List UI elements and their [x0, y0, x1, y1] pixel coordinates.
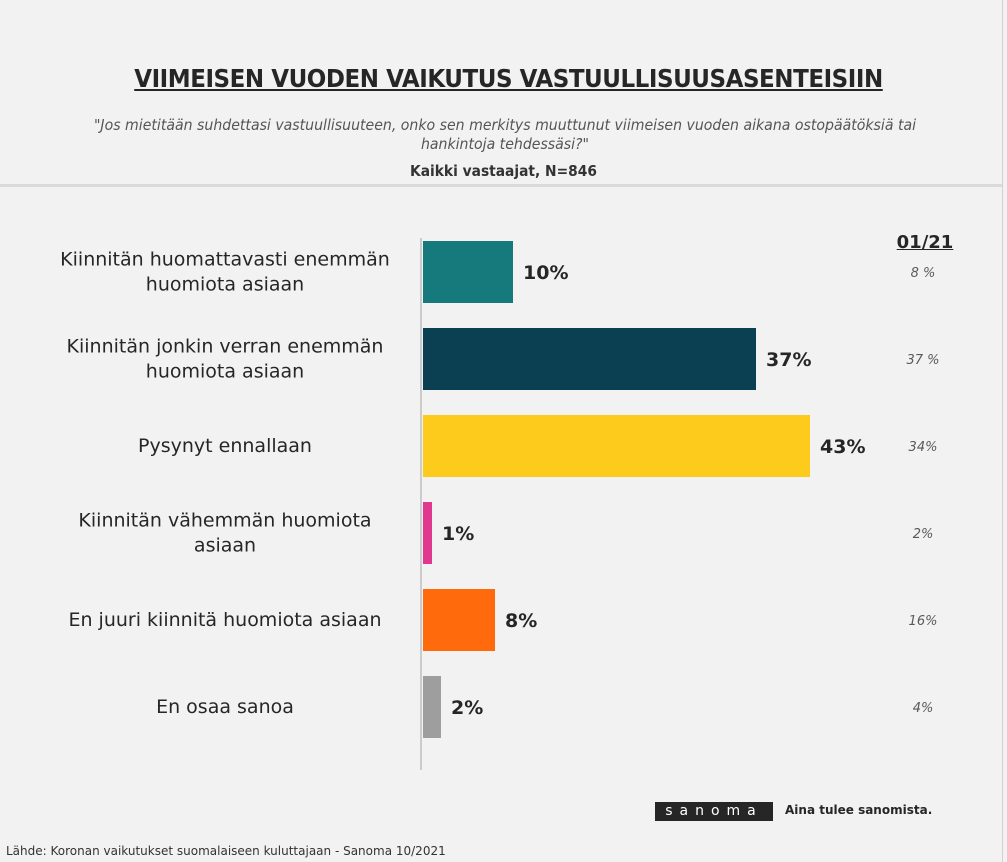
survey-question: "Jos mietitään suhdettasi vastuullisuute…	[93, 116, 917, 153]
category-label-6: En osaa sanoa	[156, 696, 294, 718]
header-divider	[0, 184, 1002, 187]
category-label-3: Pysynyt ennallaan	[138, 435, 312, 457]
data-label-3: 43%	[820, 436, 865, 458]
data-label-1: 10%	[523, 262, 568, 284]
right-border	[1002, 0, 1003, 862]
bar-4	[423, 502, 432, 564]
category-label-5: En juuri kiinnitä huomiota asiaan	[68, 609, 381, 631]
chart-title: VIIMEISEN VUODEN VAIKUTUS VASTUULLISUUSA…	[134, 64, 883, 93]
sanoma-logo: sanoma	[655, 802, 773, 821]
category-label-4: asiaan	[194, 535, 256, 557]
data-label-2: 37%	[766, 349, 811, 371]
bar-1	[423, 241, 513, 303]
comparison-value-6: 4%	[913, 701, 934, 716]
comparison-value-3: 34%	[909, 440, 938, 455]
bar-6	[423, 676, 441, 738]
slogan: Aina tulee sanomista.	[785, 803, 933, 817]
comparison-header: 01/21	[896, 232, 954, 253]
comparison-value-5: 16%	[909, 614, 938, 629]
category-label-1: huomiota asiaan	[146, 274, 304, 296]
data-label-5: 8%	[505, 610, 537, 632]
respondent-base: Kaikki vastaajat, N=846	[410, 162, 597, 180]
bar-2	[423, 328, 756, 390]
bar-5	[423, 589, 495, 651]
category-label-2: Kiinnitän jonkin verran enemmän	[67, 336, 384, 358]
comparison-value-2: 37 %	[906, 353, 939, 368]
data-label-6: 2%	[451, 697, 483, 719]
comparison-value-4: 2%	[913, 527, 934, 542]
bar-3	[423, 415, 810, 477]
comparison-value-1: 8 %	[911, 266, 936, 281]
category-label-4: Kiinnitän vähemmän huomiota	[78, 510, 371, 532]
category-label-1: Kiinnitän huomattavasti enemmän	[60, 249, 390, 271]
source-note: Lähde: Koronan vaikutukset suomalaiseen …	[6, 844, 446, 858]
category-label-2: huomiota asiaan	[146, 361, 304, 383]
data-label-4: 1%	[442, 523, 474, 545]
